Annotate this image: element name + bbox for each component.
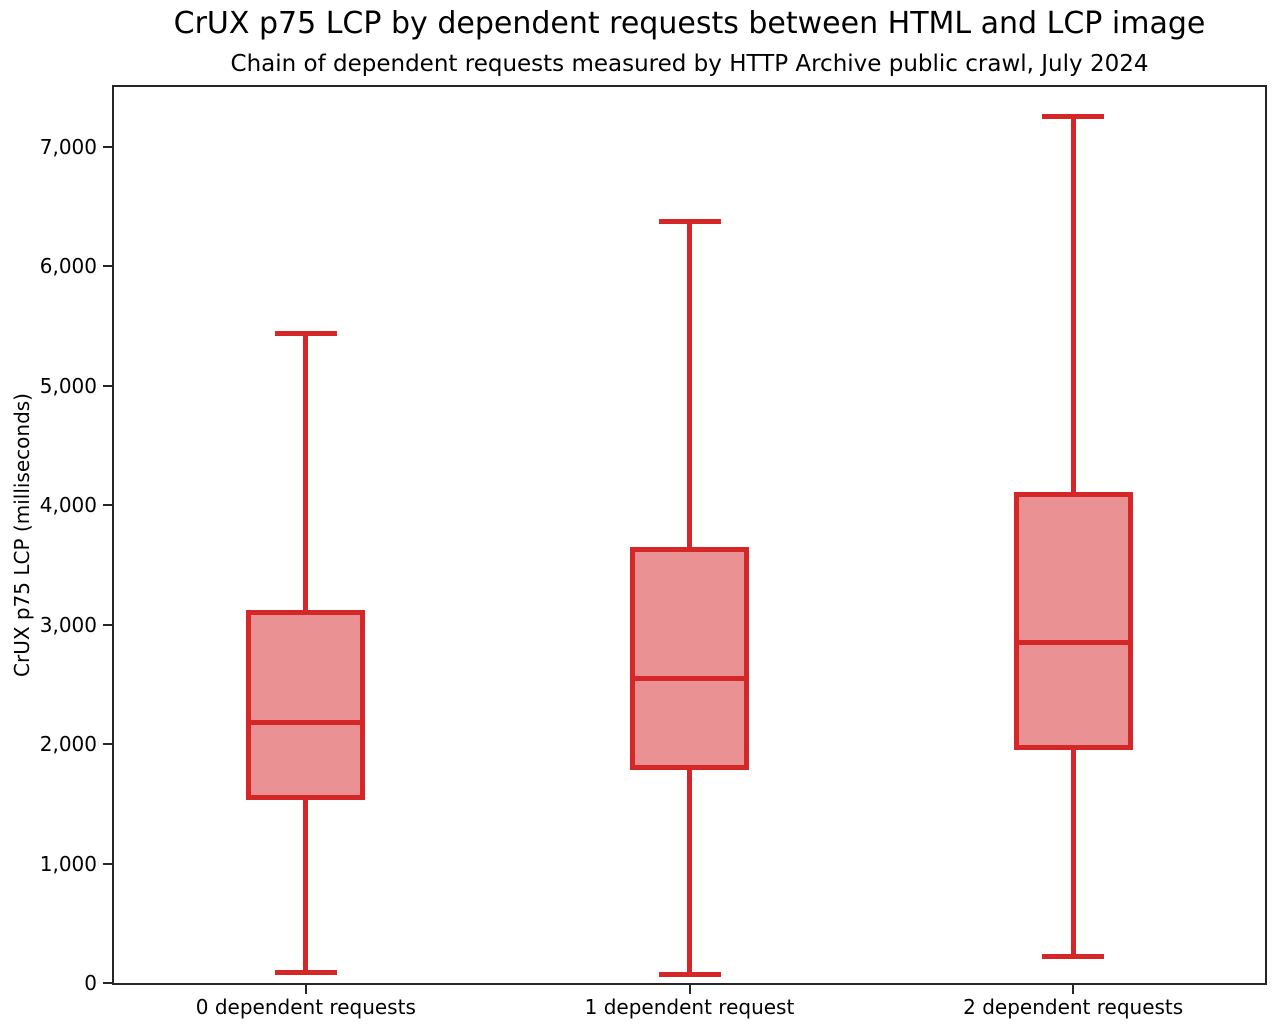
whisker-upper-cap <box>658 219 721 225</box>
y-tick-label: 1,000 <box>39 851 97 876</box>
y-tick-mark <box>103 265 112 268</box>
iqr-box <box>1013 491 1133 751</box>
y-tick-label: 7,000 <box>39 134 97 159</box>
iqr-box <box>630 546 749 771</box>
y-tick-label: 6,000 <box>39 254 97 279</box>
chart-subtitle: Chain of dependent requests measured by … <box>230 51 1149 77</box>
x-tick-mark <box>304 985 307 994</box>
x-tick-label: 0 dependent requests <box>195 995 416 1019</box>
x-tick-mark <box>688 985 691 994</box>
median-line <box>246 720 366 726</box>
whisker-lower-stem <box>687 767 692 975</box>
median-line <box>630 675 749 681</box>
whisker-upper-cap <box>274 330 337 336</box>
y-tick-label: 2,000 <box>39 732 97 757</box>
whisker-upper-stem <box>687 221 692 550</box>
whisker-lower-cap <box>658 971 721 977</box>
x-tick-mark <box>1072 985 1075 994</box>
whisker-upper-cap <box>1042 114 1105 120</box>
whisker-upper-stem <box>1070 116 1076 495</box>
y-tick-mark <box>103 623 112 626</box>
x-tick-label: 1 dependent request <box>584 995 795 1019</box>
y-tick-mark <box>103 743 112 746</box>
y-tick-mark <box>103 982 112 984</box>
y-tick-label: 0 <box>84 971 97 995</box>
whisker-lower-cap <box>1042 954 1105 960</box>
whisker-upper-stem <box>303 333 309 613</box>
whisker-lower-stem <box>303 797 309 973</box>
y-tick-label: 4,000 <box>39 493 97 518</box>
y-tick-mark <box>103 862 112 865</box>
median-line <box>1013 640 1133 646</box>
plot-area <box>112 85 1267 985</box>
iqr-box <box>246 610 366 801</box>
y-tick-label: 3,000 <box>39 612 97 637</box>
y-tick-mark <box>103 384 112 387</box>
chart-title: CrUX p75 LCP by dependent requests betwe… <box>173 6 1206 41</box>
y-tick-mark <box>103 145 112 148</box>
y-tick-label: 5,000 <box>39 373 97 398</box>
x-tick-label: 2 dependent requests <box>963 995 1184 1019</box>
y-tick-mark <box>103 504 112 507</box>
whisker-lower-cap <box>274 969 337 975</box>
whisker-lower-stem <box>1070 747 1076 957</box>
